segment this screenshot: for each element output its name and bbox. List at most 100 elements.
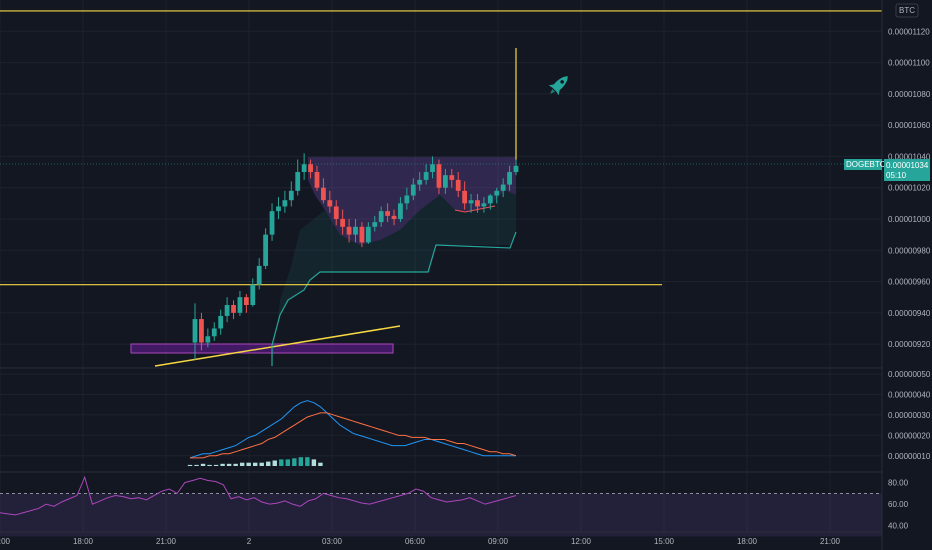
- time-label: 06:00: [405, 537, 426, 546]
- candle-body: [391, 215, 397, 219]
- candle-body: [231, 305, 236, 313]
- candle-body: [365, 226, 371, 243]
- macd-bar: [239, 462, 245, 466]
- candle-body: [276, 206, 281, 212]
- candle-body: [282, 200, 288, 207]
- candle-body: [404, 195, 410, 204]
- candle-body: [481, 203, 487, 207]
- macd-bar: [272, 460, 277, 466]
- candle-body: [494, 190, 500, 196]
- macd-bar: [298, 457, 304, 466]
- candle-body: [199, 319, 204, 343]
- macd-histogram: [187, 457, 323, 466]
- candle-body: [237, 297, 243, 313]
- candle-body: [263, 234, 269, 266]
- candle-body: [359, 226, 365, 243]
- macd-bar: [285, 459, 290, 466]
- macd-bar: [311, 459, 317, 466]
- rsi-tick: 80.00: [888, 479, 909, 488]
- price-tick: 0.00001000: [888, 215, 931, 224]
- price-tick: 0.00001120: [888, 27, 930, 36]
- candle-body: [410, 184, 416, 196]
- candle-body: [308, 164, 313, 173]
- trailing-stop-line: [271, 231, 517, 366]
- currency-badge[interactable]: [895, 3, 919, 18]
- macd-bar: [266, 461, 271, 466]
- macd-bar: [226, 463, 232, 466]
- macd-tick: 0.00000050: [888, 370, 931, 379]
- price-tick: 0.00000920: [888, 340, 931, 349]
- macd-tick: 0.00000010: [888, 452, 931, 461]
- candle-body: [205, 336, 211, 343]
- price-badge: [884, 159, 930, 181]
- macd-ticks: 0.00000050 0.00000040 0.00000030 0.00000020…: [888, 370, 931, 461]
- candle-body: [487, 195, 493, 204]
- price-tick: 0.00001060: [888, 121, 931, 130]
- signal-line: [190, 412, 517, 459]
- candle-body: [301, 164, 307, 173]
- macd-pane[interactable]: [0, 367, 882, 466]
- macd-bar: [253, 462, 258, 466]
- time-label: 03:00: [322, 537, 343, 546]
- rocket-icon: [548, 76, 568, 96]
- price-ticks: 0.00001120 0.00001100 0.00001080 0.00001060…: [888, 27, 931, 349]
- time-label: 18:00: [73, 537, 94, 546]
- candle-body: [353, 226, 358, 235]
- price-tick: 0.00000940: [888, 309, 931, 318]
- candle-body: [340, 218, 346, 227]
- candle-body: [507, 172, 512, 185]
- rsi-band: [0, 493, 882, 537]
- candle-body: [314, 172, 320, 188]
- symbol-price-badge[interactable]: DOGEBTC 0.00001034 05:10: [844, 159, 930, 181]
- macd-bar: [305, 457, 310, 466]
- candles: [192, 153, 519, 360]
- macd-bar: [259, 462, 264, 466]
- candle-body: [423, 172, 429, 180]
- rsi-ticks: 80.00 60.00 40.00: [888, 479, 909, 531]
- macd-bar: [187, 464, 193, 466]
- candle-body: [256, 265, 262, 285]
- price-tick: 0.00000980: [888, 246, 931, 255]
- candle-body: [462, 190, 468, 204]
- time-label: 15:00: [654, 537, 675, 546]
- candle-body: [327, 200, 333, 207]
- time-label: 2: [247, 537, 252, 546]
- symbol-label: DOGEBTC: [846, 160, 886, 169]
- time-label: 21:00: [156, 537, 177, 546]
- macd-line: [189, 400, 516, 459]
- price-axis[interactable]: BTC 0.000011200.000011000.000010800.0000…: [881, 0, 931, 550]
- macd-bar: [292, 458, 297, 466]
- rsi-tick: 60.00: [888, 500, 909, 509]
- macd-bar: [194, 464, 199, 466]
- candle-body: [385, 211, 390, 216]
- macd-bar: [246, 462, 251, 466]
- time-label: 09:00: [488, 537, 509, 546]
- candle-body: [436, 164, 442, 188]
- candle-body: [449, 175, 455, 180]
- grid: [0, 0, 882, 532]
- price-pane[interactable]: [0, 10, 882, 367]
- time-label: 18:00: [737, 537, 758, 546]
- rsi-pane[interactable]: [0, 471, 882, 537]
- candle-body: [218, 315, 224, 329]
- current-price: 0.00001034: [886, 161, 929, 170]
- candle-body: [475, 200, 480, 207]
- currency-label: BTC: [899, 6, 915, 15]
- macd-bar: [233, 463, 238, 466]
- candle-body: [442, 175, 448, 188]
- macd-bar: [207, 464, 212, 466]
- time-label: 12:00: [571, 537, 592, 546]
- candle-body: [430, 164, 435, 173]
- macd-bar: [200, 463, 206, 466]
- candle-body: [243, 297, 249, 305]
- candle-body: [378, 211, 384, 223]
- time-axis[interactable]: 15:00 18:00 21:00 2 03:00 06:00 09:00 12:00 15:0…: [0, 531, 882, 546]
- candle-body: [211, 328, 217, 337]
- candle-body: [224, 305, 230, 316]
- candle-body: [417, 179, 423, 185]
- candle-body: [346, 226, 352, 235]
- time-label: 15:00: [0, 537, 11, 546]
- price-tick: 0.00001040: [888, 152, 931, 161]
